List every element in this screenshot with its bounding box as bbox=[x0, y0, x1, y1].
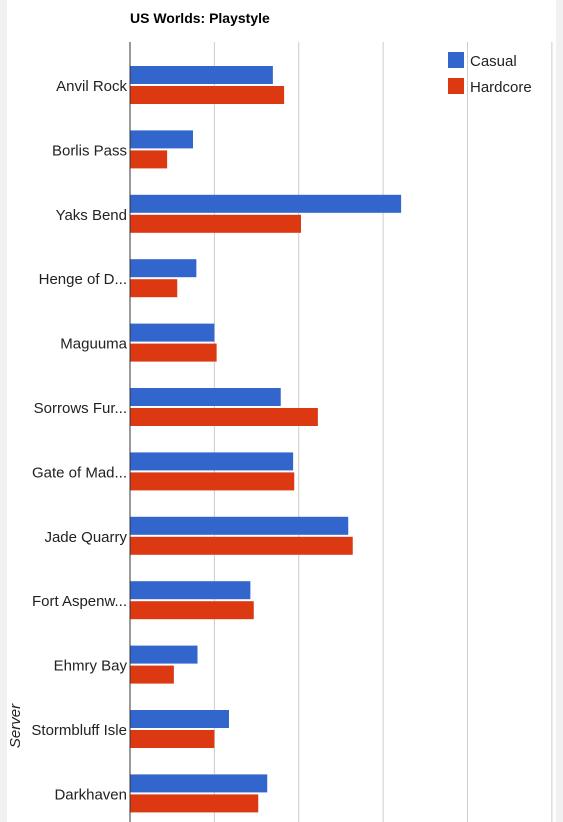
left-edge-strip bbox=[0, 0, 7, 822]
category-label-jade-quarry: Jade Quarry bbox=[44, 529, 127, 546]
bar-hardcore-sorrows-fur[interactable] bbox=[130, 408, 318, 426]
category-label-darkhaven: Darkhaven bbox=[54, 786, 127, 803]
bar-casual-sorrows-fur[interactable] bbox=[130, 388, 281, 406]
bar-hardcore-darkhaven[interactable] bbox=[130, 794, 259, 813]
category-label-henge-of-d: Henge of D... bbox=[39, 271, 127, 288]
category-label-borlis-pass: Borlis Pass bbox=[52, 142, 127, 159]
bar-casual-gate-of-mad[interactable] bbox=[130, 452, 294, 471]
bar-hardcore-borlis-pass[interactable] bbox=[130, 150, 168, 169]
category-label-maguuma: Maguuma bbox=[60, 336, 127, 353]
bar-casual-stormbluff-isle[interactable] bbox=[130, 710, 229, 728]
bar-casual-henge-of-d[interactable] bbox=[130, 259, 197, 278]
legend-swatch-casual bbox=[448, 52, 464, 68]
bar-hardcore-yaks-bend[interactable] bbox=[130, 214, 301, 233]
bar-casual-yaks-bend[interactable] bbox=[130, 194, 402, 213]
bar-hardcore-maguuma[interactable] bbox=[130, 343, 217, 362]
category-label-anvil-rock: Anvil Rock bbox=[56, 78, 127, 95]
bars bbox=[130, 66, 402, 813]
legend: Casual Hardcore bbox=[448, 52, 532, 96]
y-axis-title: Server bbox=[7, 703, 24, 748]
legend-swatch-hardcore bbox=[448, 78, 464, 94]
bar-hardcore-stormbluff-isle[interactable] bbox=[130, 730, 215, 748]
bar-casual-darkhaven[interactable] bbox=[130, 774, 268, 793]
bar-casual-borlis-pass[interactable] bbox=[130, 130, 193, 149]
bar-casual-ehmry-bay[interactable] bbox=[130, 645, 198, 664]
category-labels: Anvil Rock Borlis Pass Yaks Bend Henge of D… bbox=[31, 78, 127, 803]
bar-hardcore-henge-of-d[interactable] bbox=[130, 279, 178, 298]
bar-hardcore-ehmry-bay[interactable] bbox=[130, 665, 174, 684]
category-label-ehmry-bay: Ehmry Bay bbox=[54, 658, 128, 675]
category-label-sorrows-fur: Sorrows Fur... bbox=[34, 400, 127, 417]
right-edge-strip bbox=[556, 0, 563, 822]
category-label-gate-of-mad: Gate of Mad... bbox=[32, 464, 127, 481]
bar-casual-fort-aspenw[interactable] bbox=[130, 581, 251, 600]
bar-hardcore-gate-of-mad[interactable] bbox=[130, 472, 295, 491]
category-label-stormbluff-isle: Stormbluff Isle bbox=[31, 722, 127, 739]
bar-casual-jade-quarry[interactable] bbox=[130, 516, 349, 535]
bar-casual-anvil-rock[interactable] bbox=[130, 66, 273, 84]
bar-casual-maguuma[interactable] bbox=[130, 323, 215, 342]
gridlines bbox=[213, 42, 553, 822]
bar-hardcore-jade-quarry[interactable] bbox=[130, 536, 353, 555]
category-label-fort-aspenw: Fort Aspenw... bbox=[32, 593, 127, 610]
legend-label-hardcore[interactable]: Hardcore bbox=[470, 79, 532, 96]
category-label-yaks-bend: Yaks Bend bbox=[56, 207, 127, 224]
chart-title: US Worlds: Playstyle bbox=[130, 10, 270, 26]
bar-hardcore-fort-aspenw[interactable] bbox=[130, 601, 254, 620]
legend-label-casual[interactable]: Casual bbox=[470, 53, 517, 70]
bar-hardcore-anvil-rock[interactable] bbox=[130, 86, 285, 104]
